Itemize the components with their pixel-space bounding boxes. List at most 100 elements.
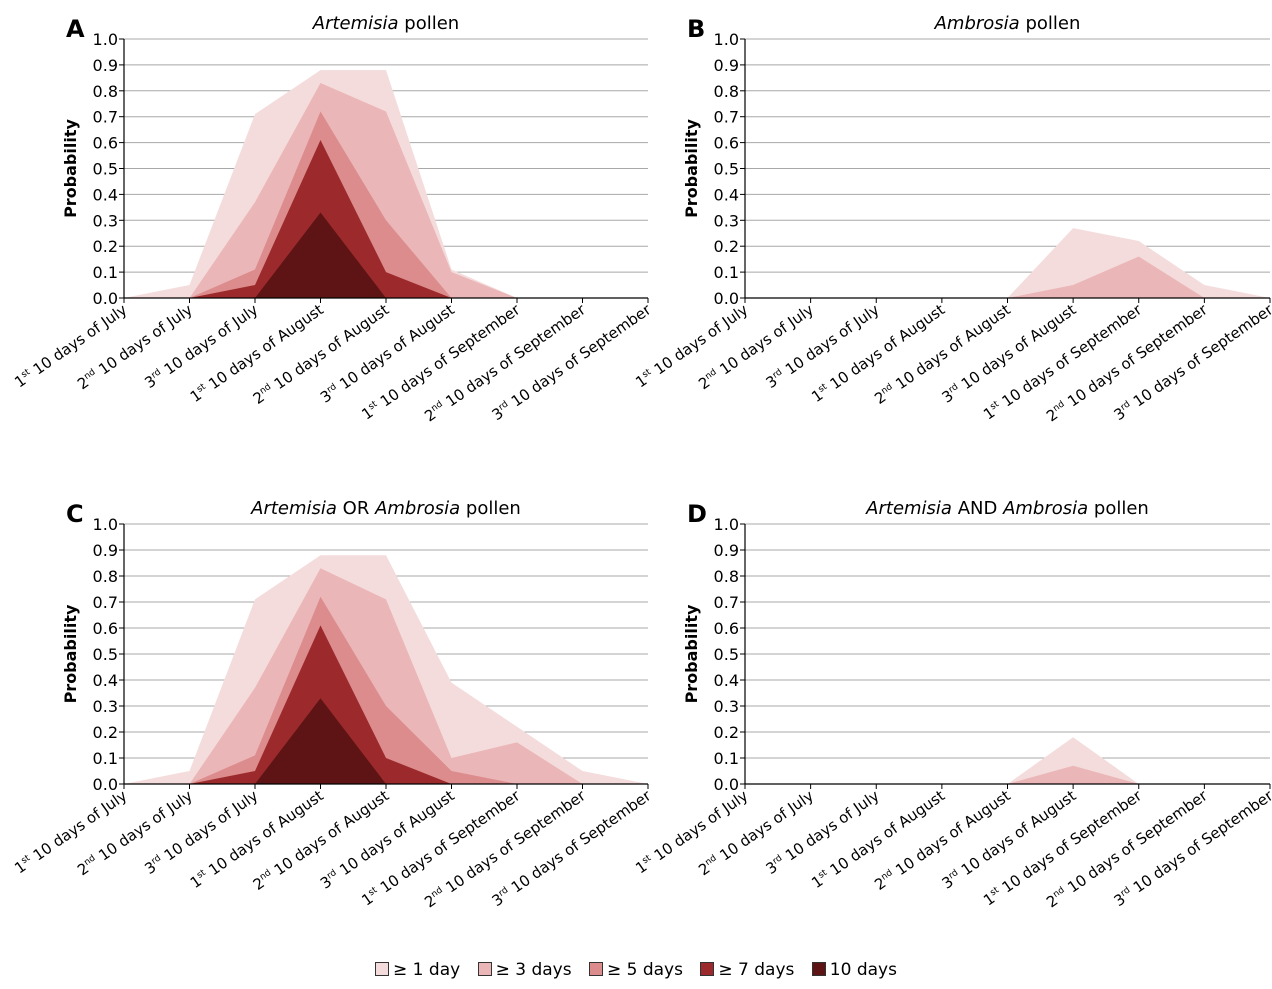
series-area-3-days bbox=[124, 83, 648, 298]
y-tick-label-2: 0.2 bbox=[93, 723, 118, 742]
data-point-5-days-3 bbox=[320, 596, 322, 598]
series-area-3-days bbox=[745, 765, 1270, 784]
data-point-3-days-5 bbox=[451, 757, 453, 759]
y-tick-label-7: 0.7 bbox=[714, 108, 739, 127]
y-tick-label-1: 0.1 bbox=[93, 263, 118, 282]
data-point-3-days-5 bbox=[1072, 765, 1074, 767]
panel-title-part-1: OR bbox=[337, 498, 375, 519]
y-tick-label-5: 0.5 bbox=[714, 645, 739, 664]
series-3-days bbox=[124, 83, 648, 298]
x-tick-label-2: 3rd 10 days of July bbox=[763, 300, 883, 392]
panel-title: Ambrosia pollen bbox=[934, 13, 1081, 34]
y-tick-label-6: 0.6 bbox=[93, 619, 118, 638]
legend-label-3-days: ≥ 3 days bbox=[495, 960, 572, 980]
panel-title-part-1: pollen bbox=[1020, 13, 1081, 34]
x-tick-label-1: 2nd 10 days of July bbox=[695, 300, 817, 393]
x-tick-text: 10 days of August bbox=[954, 786, 1080, 881]
panel-letter-c: C bbox=[66, 500, 84, 528]
legend-label-5-days: ≥ 5 days bbox=[606, 960, 683, 980]
y-tick-label-10: 1.0 bbox=[714, 30, 739, 49]
data-point-1-day-2 bbox=[254, 113, 256, 115]
data-point-5-days-2 bbox=[254, 755, 256, 757]
data-point-5-days-2 bbox=[254, 269, 256, 271]
y-tick-label-6: 0.6 bbox=[714, 619, 739, 638]
data-point-1-day-5 bbox=[1072, 736, 1074, 738]
y-tick-label-9: 0.9 bbox=[93, 56, 118, 75]
y-tick-label-6: 0.6 bbox=[93, 134, 118, 153]
legend-swatch-3-days bbox=[477, 962, 492, 976]
panel-title-part-0: Ambrosia bbox=[934, 13, 1020, 34]
y-tick-label-3: 0.3 bbox=[93, 211, 118, 230]
x-tick-text: 10 days of August bbox=[267, 786, 393, 881]
legend-label-10-days: 10 days bbox=[829, 960, 897, 980]
data-point-1-day-5 bbox=[451, 269, 453, 271]
data-point-1-day-6 bbox=[516, 726, 518, 728]
x-tick-text: 10 days of August bbox=[201, 786, 327, 881]
panel-letter-a: A bbox=[66, 15, 85, 43]
x-tick-text: 10 days of August bbox=[888, 786, 1014, 881]
data-point-1-day-2 bbox=[254, 599, 256, 601]
x-tick-text: 10 days of August bbox=[201, 300, 327, 395]
legend-item-5-days: ≥ 5 days bbox=[588, 960, 683, 980]
legend: ≥ 1 day ≥ 3 days ≥ 5 days ≥ 7 days 10 da… bbox=[0, 960, 1272, 980]
data-point-3-days-6 bbox=[1138, 256, 1140, 258]
y-tick-label-10: 1.0 bbox=[93, 515, 118, 534]
data-point-1-day-6 bbox=[1138, 240, 1140, 242]
y-tick-label-7: 0.7 bbox=[93, 108, 118, 127]
panel-b: B Ambrosia pollen 0.0 0.1 0.2 0.3 0.4 0.5 0.6 0.7… bbox=[632, 13, 1272, 425]
panel-title-part-2: Ambrosia bbox=[1002, 498, 1088, 519]
data-point-7-days-2 bbox=[254, 770, 256, 772]
data-point-1-day-4 bbox=[385, 554, 387, 556]
data-point-1-day-3 bbox=[320, 69, 322, 71]
y-tick-label-5: 0.5 bbox=[93, 160, 118, 179]
y-tick-label-10: 1.0 bbox=[93, 30, 118, 49]
panel-title-part-0: Artemisia bbox=[312, 13, 399, 34]
x-tick-label-1: 2nd 10 days of July bbox=[695, 786, 817, 879]
legend-item-7-days: ≥ 7 days bbox=[700, 960, 794, 980]
data-point-1-day-7 bbox=[1204, 284, 1206, 286]
y-tick-label-2: 0.2 bbox=[93, 237, 118, 256]
legend-swatch-1-day bbox=[375, 962, 390, 976]
panel-title-part-3: pollen bbox=[460, 498, 521, 519]
data-point-5-days-4 bbox=[385, 220, 387, 222]
y-tick-label-5: 0.5 bbox=[714, 160, 739, 179]
legend-swatch-5-days bbox=[588, 962, 603, 976]
data-point-7-days-4 bbox=[385, 271, 387, 273]
y-tick-label-8: 0.8 bbox=[714, 567, 739, 586]
x-tick-text: 10 days of August bbox=[888, 300, 1014, 395]
data-point-10-days-3 bbox=[320, 697, 322, 699]
y-axis-label: Probability bbox=[61, 119, 80, 218]
panel-title-part-1: pollen bbox=[399, 13, 460, 34]
x-tick-text: 10 days of August bbox=[823, 300, 949, 395]
y-tick-label-7: 0.7 bbox=[714, 593, 739, 612]
series-3-days bbox=[745, 765, 1270, 784]
data-point-1-day-1 bbox=[189, 770, 191, 772]
y-tick-label-4: 0.4 bbox=[714, 671, 739, 690]
y-tick-label-10: 1.0 bbox=[714, 515, 739, 534]
data-point-7-days-3 bbox=[320, 625, 322, 627]
data-point-3-days-6 bbox=[516, 742, 518, 744]
y-tick-label-2: 0.2 bbox=[714, 237, 739, 256]
legend-swatch-7-days bbox=[700, 962, 715, 976]
x-tick-text: 10 days of August bbox=[954, 300, 1080, 395]
y-tick-label-0: 0.0 bbox=[93, 289, 118, 308]
data-point-7-days-2 bbox=[254, 284, 256, 286]
x-tick-text: 10 days of August bbox=[332, 786, 458, 881]
y-tick-label-2: 0.2 bbox=[714, 723, 739, 742]
y-tick-label-4: 0.4 bbox=[714, 185, 739, 204]
y-tick-label-4: 0.4 bbox=[93, 671, 118, 690]
data-point-7-days-4 bbox=[385, 757, 387, 759]
y-axis-label: Probability bbox=[61, 604, 80, 703]
panel-title: Artemisia OR Ambrosia pollen bbox=[250, 498, 521, 519]
legend-label-7-days: ≥ 7 days bbox=[718, 960, 795, 980]
y-tick-label-0: 0.0 bbox=[714, 775, 739, 794]
x-tick-label-1: 2nd 10 days of July bbox=[74, 786, 196, 879]
panel-title-part-1: AND bbox=[952, 498, 1003, 519]
series-area-5-days bbox=[124, 111, 648, 299]
y-tick-label-3: 0.3 bbox=[93, 697, 118, 716]
data-point-3-days-4 bbox=[385, 111, 387, 113]
data-point-5-days-4 bbox=[385, 705, 387, 707]
panel-title-part-0: Artemisia bbox=[250, 498, 337, 519]
x-tick-label-0: 1st 10 days of July bbox=[11, 786, 130, 877]
